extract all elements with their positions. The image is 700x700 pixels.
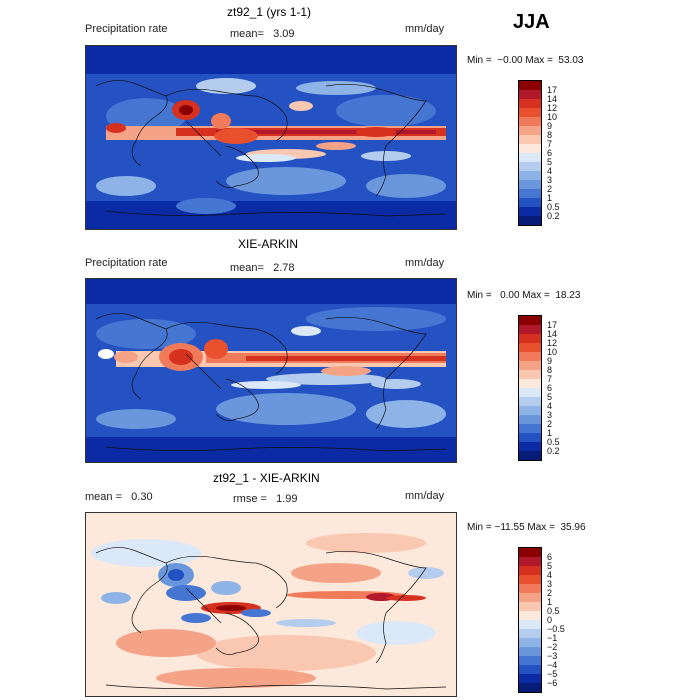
panel-units: mm/day [405, 490, 445, 502]
colorbar-tick: 4 [547, 570, 553, 580]
colorbar-2 [518, 315, 542, 461]
colorbar-tick: 5 [547, 561, 553, 571]
colorbar-tick: −1 [547, 633, 558, 643]
panel-title: XIE-ARKIN [238, 237, 299, 251]
precip-map-observed [85, 278, 457, 463]
colorbar-tick: 14 [547, 329, 558, 339]
colorbar-tick: 0.5 [547, 606, 560, 616]
colorbar-tick: 6 [547, 383, 553, 393]
colorbar-tick: 0.2 [547, 446, 560, 456]
panel-stat-text: mean= 3.09 [230, 28, 295, 40]
colorbar-tick: 6 [547, 148, 553, 158]
colorbar-tick: 12 [547, 338, 558, 348]
colorbar-tick: 1 [547, 597, 553, 607]
panel-left-label: mean = 0.30 [85, 491, 153, 503]
colorbar-tick: 1 [547, 193, 553, 203]
precip-difference-map [85, 512, 457, 697]
colorbar-tick: 3 [547, 175, 553, 185]
panel-stat-text: rmse = 1.99 [233, 493, 298, 505]
colorbar-tick: 2 [547, 588, 553, 598]
colorbar-tick: 5 [547, 392, 553, 402]
colorbar-tick: 0.2 [547, 211, 560, 221]
colorbar-tick: 5 [547, 157, 553, 167]
colorbar-tick: −3 [547, 651, 558, 661]
colorbar-tick: 0 [547, 615, 553, 625]
colorbar-tick: 17 [547, 320, 558, 330]
panel-stat-text: mean= 2.78 [230, 262, 295, 274]
colorbar-tick: 3 [547, 410, 553, 420]
colorbar-1 [518, 80, 542, 226]
colorbar-tick: −6 [547, 678, 558, 688]
colorbar-tick: 12 [547, 103, 558, 113]
colorbar-tick: 8 [547, 130, 553, 140]
colorbar-tick: 9 [547, 356, 553, 366]
colorbar-3 [518, 547, 542, 693]
season-label: JJA [513, 11, 550, 33]
panel-title: zt92_1 (yrs 1-1) [227, 5, 312, 19]
colorbar-tick: 10 [547, 112, 558, 122]
colorbar-tick: −2 [547, 642, 558, 652]
colorbar-tick: 2 [547, 184, 553, 194]
colorbar-tick: 8 [547, 365, 553, 375]
panel-minmax: Min = −11.55 Max = 35.96 [467, 522, 586, 533]
panel-title: zt92_1 - XIE-ARKIN [213, 471, 320, 485]
colorbar-tick: 14 [547, 94, 558, 104]
panel-units: mm/day [405, 23, 445, 35]
colorbar-tick: 7 [547, 374, 553, 384]
colorbar-tick: −0.5 [547, 624, 565, 634]
colorbar-tick: 10 [547, 347, 558, 357]
precip-map-model [85, 45, 457, 230]
colorbar-tick: −4 [547, 660, 558, 670]
panel-units: mm/day [405, 257, 445, 269]
colorbar-tick: 4 [547, 401, 553, 411]
colorbar-tick: 7 [547, 139, 553, 149]
colorbar-tick: 3 [547, 579, 553, 589]
colorbar-tick: 6 [547, 552, 553, 562]
colorbar-tick: 4 [547, 166, 553, 176]
colorbar-tick: −5 [547, 669, 558, 679]
colorbar-tick: 0.5 [547, 202, 560, 212]
panel-left-label: Precipitation rate [85, 23, 168, 35]
colorbar-tick: 0.5 [547, 437, 560, 447]
colorbar-tick: 9 [547, 121, 553, 131]
colorbar-tick: 2 [547, 419, 553, 429]
panel-left-label: Precipitation rate [85, 257, 168, 269]
panel-minmax: Min = −0.00 Max = 53.03 [467, 55, 584, 66]
colorbar-tick: 1 [547, 428, 553, 438]
panel-minmax: Min = 0.00 Max = 18.23 [467, 290, 581, 301]
colorbar-tick: 17 [547, 85, 558, 95]
